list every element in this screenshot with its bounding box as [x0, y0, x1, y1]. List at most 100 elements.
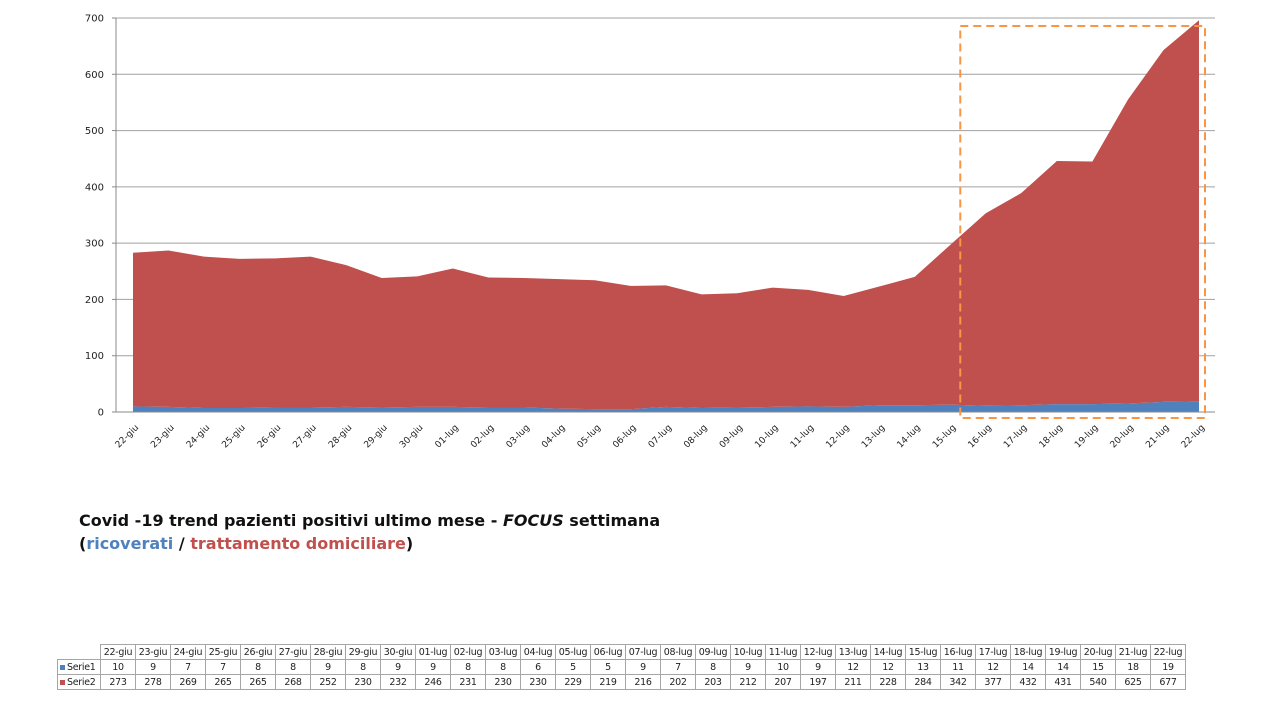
- column-header: 21-lug: [1115, 644, 1151, 660]
- caption-line-2: (ricoverati / trattamento domiciliare): [79, 534, 414, 553]
- table-cell: 8: [695, 659, 731, 675]
- column-header: 08-lug: [660, 644, 696, 660]
- x-tick-label: 17-lug: [1002, 423, 1029, 450]
- column-header: 27-giu: [275, 644, 311, 660]
- y-tick-label: 100: [85, 351, 104, 362]
- x-tick-label: 24-giu: [185, 423, 212, 450]
- chart-caption: Covid -19 trend pazienti positivi ultimo…: [79, 509, 660, 555]
- x-tick-label: 11-lug: [789, 423, 816, 450]
- table-cell: 540: [1080, 674, 1116, 690]
- table-cell: 273: [100, 674, 136, 690]
- y-tick-label: 600: [85, 70, 104, 81]
- table-cell: 8: [450, 659, 486, 675]
- y-tick-label: 200: [85, 295, 104, 306]
- x-tick-label: 15-lug: [931, 423, 958, 450]
- column-header: 02-lug: [450, 644, 486, 660]
- table-cell: 246: [415, 674, 451, 690]
- column-header: 15-lug: [905, 644, 941, 660]
- column-header: 05-lug: [555, 644, 591, 660]
- x-tick-label: 18-lug: [1038, 423, 1065, 450]
- x-axis: 22-giu 23-giu 24-giu 25-giu 26-giu 27-giu 28-g…: [114, 411, 1215, 450]
- x-tick-label: 29-giu: [363, 423, 390, 450]
- x-tick-label: 25-giu: [220, 423, 247, 450]
- table-cell: 231: [450, 674, 486, 690]
- x-tick-label: 21-lug: [1144, 423, 1171, 450]
- table-cell: 232: [380, 674, 416, 690]
- series-label: Serie2: [57, 674, 101, 690]
- x-tick-label: 16-lug: [967, 423, 994, 450]
- data-table: 22-giu 23-giu 24-giu 25-giu 26-giu 27-giu 28-g…: [57, 644, 1186, 690]
- table-cell: 18: [1115, 659, 1151, 675]
- table-cell: 211: [835, 674, 871, 690]
- column-header: 10-lug: [730, 644, 766, 660]
- x-tick-label: 14-lug: [896, 423, 923, 450]
- focus-dashed-rect: [959, 25, 1206, 419]
- table-cell: 8: [240, 659, 276, 675]
- table-row: Serie2 273 278 269 265 265 268 252 230 232 246 231 2…: [57, 674, 1186, 690]
- y-tick-label: 0: [98, 408, 104, 419]
- table-cell: 19: [1150, 659, 1186, 675]
- x-tick-label: 27-giu: [291, 423, 318, 450]
- legend-swatch-icon: [60, 664, 65, 670]
- table-cell: 268: [275, 674, 311, 690]
- table-cell: 5: [555, 659, 591, 675]
- table-cell: 8: [345, 659, 381, 675]
- column-header: 29-giu: [345, 644, 381, 660]
- column-header: 18-lug: [1010, 644, 1046, 660]
- table-cell: 212: [730, 674, 766, 690]
- area-chart: 0 100 200 300 400 500 600 700 22-giu 23-giu 24-gi…: [85, 14, 1215, 450]
- table-cell: 252: [310, 674, 346, 690]
- area-serie2: [133, 20, 1199, 410]
- legend-domiciliare: trattamento domiciliare: [190, 534, 406, 553]
- column-header: 22-lug: [1150, 644, 1186, 660]
- table-cell: 8: [485, 659, 521, 675]
- table-cell: 5: [590, 659, 626, 675]
- x-tick-label: 20-lug: [1109, 423, 1136, 450]
- plot-areas: [133, 20, 1199, 412]
- x-tick-label: 23-giu: [149, 423, 176, 450]
- table-cell: 6: [520, 659, 556, 675]
- table-cell: 7: [205, 659, 241, 675]
- table-cell: 219: [590, 674, 626, 690]
- focus-week-box: [959, 25, 1206, 419]
- column-header: 14-lug: [870, 644, 906, 660]
- x-tick-label: 09-lug: [718, 423, 745, 450]
- column-header: 07-lug: [625, 644, 661, 660]
- y-tick-label: 500: [85, 126, 104, 137]
- column-header: 09-lug: [695, 644, 731, 660]
- table-cell: 229: [555, 674, 591, 690]
- column-header: 06-lug: [590, 644, 626, 660]
- table-cell: 12: [870, 659, 906, 675]
- column-header: 30-giu: [380, 644, 416, 660]
- table-cell: 284: [905, 674, 941, 690]
- table-cell: 203: [695, 674, 731, 690]
- table-cell: 10: [100, 659, 136, 675]
- table-cell: 9: [380, 659, 416, 675]
- table-cell: 230: [520, 674, 556, 690]
- table-cell: 15: [1080, 659, 1116, 675]
- x-tick-label: 02-lug: [469, 423, 496, 450]
- column-header: 22-giu: [100, 644, 136, 660]
- legend-swatch-icon: [60, 679, 65, 685]
- table-cell: 377: [975, 674, 1011, 690]
- column-header: 01-lug: [415, 644, 451, 660]
- table-cell: 207: [765, 674, 801, 690]
- table-cell: 9: [800, 659, 836, 675]
- x-tick-label: 01-lug: [434, 423, 461, 450]
- x-tick-label: 22-lug: [1180, 423, 1207, 450]
- x-tick-label: 30-giu: [398, 423, 425, 450]
- table-cell: 7: [170, 659, 206, 675]
- x-tick-label: 22-giu: [114, 423, 141, 450]
- column-header: 11-lug: [765, 644, 801, 660]
- x-tick-label: 10-lug: [753, 423, 780, 450]
- column-header: 20-lug: [1080, 644, 1116, 660]
- x-tick-label: 08-lug: [682, 423, 709, 450]
- column-header: 12-lug: [800, 644, 836, 660]
- table-cell: 197: [800, 674, 836, 690]
- x-tick-label: 07-lug: [647, 423, 674, 450]
- table-cell: 13: [905, 659, 941, 675]
- table-cell: 11: [940, 659, 976, 675]
- table-cell: 8: [275, 659, 311, 675]
- table-cell: 9: [730, 659, 766, 675]
- table-cell: 230: [345, 674, 381, 690]
